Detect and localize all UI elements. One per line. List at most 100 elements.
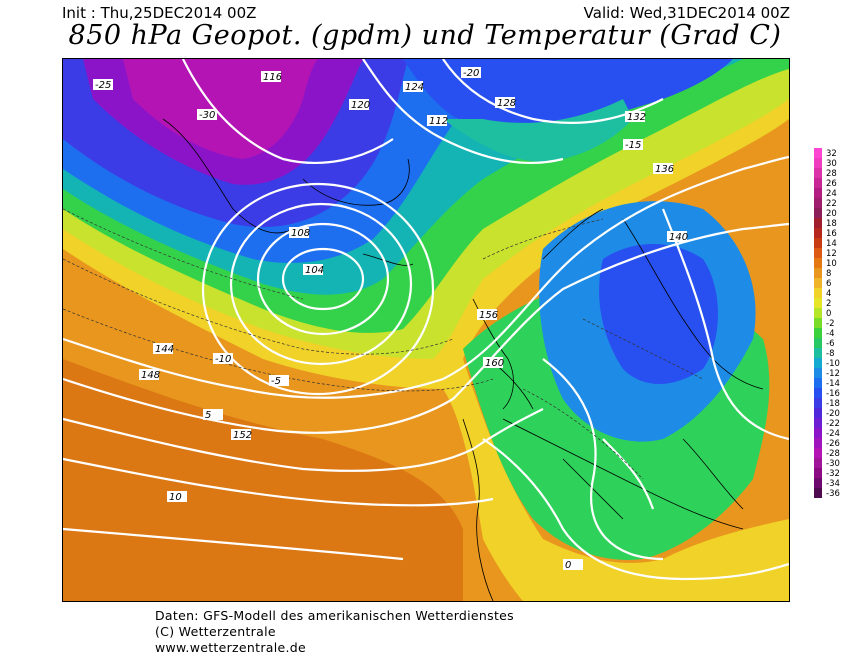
svg-text:140: 140 <box>669 232 688 243</box>
scale-swatch <box>814 298 822 308</box>
scale-swatch <box>814 148 822 158</box>
svg-text:-10: -10 <box>215 354 231 365</box>
geopotential-contours <box>63 59 789 581</box>
scale-label: -12 <box>826 369 840 379</box>
scale-swatch <box>814 468 822 478</box>
geopot-label: 136 <box>653 163 674 175</box>
scale-label: 18 <box>826 219 837 229</box>
scale-label: 20 <box>826 209 837 219</box>
scale-label: 14 <box>826 239 837 249</box>
geopot-label: 124 <box>403 81 424 93</box>
svg-text:148: 148 <box>141 370 160 381</box>
scale-swatch <box>814 428 822 438</box>
geopot-label: 128 <box>495 97 516 109</box>
temp-label: 10 <box>167 491 187 503</box>
svg-text:5: 5 <box>205 410 211 421</box>
scale-label: 8 <box>826 269 831 279</box>
temp-label: 5 <box>203 409 223 421</box>
geopot-label: 140 <box>667 231 688 243</box>
geopot-label: 104 <box>303 264 324 276</box>
scale-label: 28 <box>826 169 837 179</box>
scale-swatch <box>814 418 822 428</box>
geopot-label: 152 <box>231 429 252 441</box>
scale-swatch <box>814 398 822 408</box>
scale-label: -34 <box>826 479 840 489</box>
dark-orange-region <box>63 359 463 601</box>
scale-label: 26 <box>826 179 837 189</box>
scale-label: 22 <box>826 199 837 209</box>
geopot-label: 160 <box>483 357 504 369</box>
scale-label: -4 <box>826 329 834 339</box>
svg-text:10: 10 <box>169 492 182 503</box>
svg-text:160: 160 <box>485 358 504 369</box>
scale-label: -2 <box>826 319 834 329</box>
geopot-label: 148 <box>139 369 160 381</box>
scale-swatch <box>814 478 822 488</box>
scale-label: -18 <box>826 399 840 409</box>
svg-text:124: 124 <box>405 82 424 93</box>
scale-swatch <box>814 388 822 398</box>
arctic-blue-region <box>403 59 733 130</box>
scale-swatch <box>814 338 822 348</box>
scale-swatch <box>814 438 822 448</box>
scale-label: -20 <box>826 409 840 419</box>
svg-text:132: 132 <box>627 112 646 123</box>
scale-label: 4 <box>826 289 831 299</box>
scale-swatch <box>814 168 822 178</box>
scale-swatch <box>814 258 822 268</box>
geopot-label: 112 <box>427 115 448 127</box>
weather-map: 116 120 124 128 132 136 140 144 148 152 … <box>62 58 790 602</box>
svg-text:-15: -15 <box>625 140 641 151</box>
magenta-region <box>123 59 318 159</box>
map-title: 850 hPa Geopot. (gpdm) und Temperatur (G… <box>68 20 782 51</box>
temp-label: -30 <box>197 109 217 121</box>
temp-label: -25 <box>93 79 113 91</box>
scale-label: -32 <box>826 469 840 479</box>
temperature-isotherms <box>63 208 704 480</box>
scale-label: -16 <box>826 389 840 399</box>
scale-label: -22 <box>826 419 840 429</box>
scale-swatch <box>814 378 822 388</box>
svg-text:-20: -20 <box>463 68 479 79</box>
svg-text:116: 116 <box>263 72 282 83</box>
scale-swatch <box>814 188 822 198</box>
scale-swatch <box>814 208 822 218</box>
svg-text:108: 108 <box>291 228 310 239</box>
scale-swatch <box>814 278 822 288</box>
footer-url[interactable]: www.wetterzentrale.de <box>155 640 306 655</box>
geopot-label: 156 <box>477 309 498 321</box>
temp-label: -20 <box>461 67 481 79</box>
svg-text:0: 0 <box>565 560 571 571</box>
init-time: Init : Thu,25DEC2014 00Z <box>62 4 257 22</box>
scale-swatch <box>814 228 822 238</box>
scale-swatch <box>814 268 822 278</box>
svg-text:152: 152 <box>233 430 252 441</box>
scale-label: 12 <box>826 249 837 259</box>
scale-swatch <box>814 408 822 418</box>
scale-swatch <box>814 308 822 318</box>
scale-label: -30 <box>826 459 840 469</box>
footer-copyright: (C) Wetterzentrale <box>155 624 276 639</box>
scale-label: 24 <box>826 189 837 199</box>
geopot-label: 116 <box>261 71 282 83</box>
scale-label: 32 <box>826 149 837 159</box>
footer-data-source: Daten: GFS-Modell des amerikanischen Wet… <box>155 608 514 623</box>
scale-swatch <box>814 368 822 378</box>
scale-swatch <box>814 178 822 188</box>
scale-swatch <box>814 488 822 498</box>
geopot-label: 120 <box>349 99 370 111</box>
east-dark-blue-region <box>599 244 718 384</box>
scale-label: -26 <box>826 439 840 449</box>
scale-swatch <box>814 288 822 298</box>
scale-swatch <box>814 318 822 328</box>
arctic-teal-region <box>443 99 633 162</box>
temp-label: -15 <box>623 139 643 151</box>
svg-text:-25: -25 <box>95 80 111 91</box>
scale-swatch <box>814 328 822 338</box>
temp-label: -10 <box>213 353 233 365</box>
scale-swatch <box>814 448 822 458</box>
temp-label: 0 <box>563 559 583 571</box>
geopot-label: 108 <box>289 227 310 239</box>
scale-swatch <box>814 238 822 248</box>
scale-label: -14 <box>826 379 840 389</box>
